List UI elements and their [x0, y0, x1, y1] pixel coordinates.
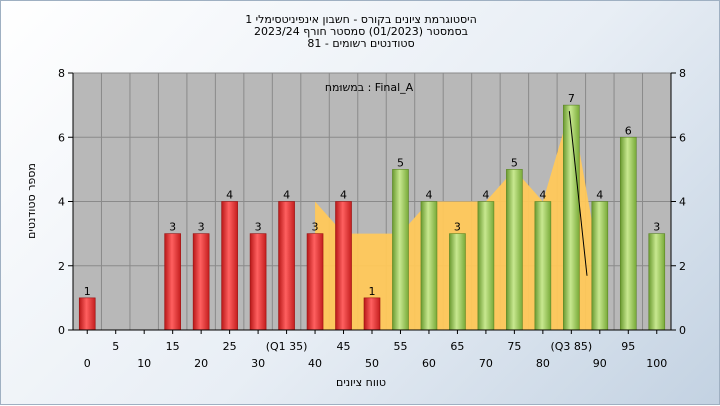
y-tick-label-right: 4 — [679, 196, 686, 209]
bar-75 — [506, 169, 523, 331]
bar-50 — [363, 297, 381, 331]
x-tick-label-30: 30 — [251, 357, 265, 370]
x-tick-label-75: 75 — [507, 340, 521, 353]
x-tick-label-25: 25 — [223, 340, 237, 353]
chart-title: היסטוגרמת ציונים בקורס - חשבון אינפיניטס… — [245, 13, 477, 50]
bar-95 — [619, 136, 637, 331]
x-tick-label-60: 60 — [422, 357, 436, 370]
data-label-15: 3 — [169, 221, 176, 234]
x-tick-label-35: (Q1 35) — [266, 340, 308, 353]
y-axis-title: מספר סטודנטים — [25, 163, 38, 239]
background-area — [315, 105, 600, 330]
x-tick-label-40: 40 — [308, 357, 322, 370]
bar-15 — [164, 233, 181, 331]
range-line-segment — [568, 111, 588, 276]
bar-40 — [306, 233, 324, 331]
data-label-65: 3 — [454, 221, 461, 234]
x-tick-label-85: (Q3 85) — [550, 340, 592, 353]
x-tick-label-70: 70 — [479, 357, 493, 370]
x-tick-label-45: 45 — [337, 340, 351, 353]
data-label-100: 3 — [653, 221, 660, 234]
x-tick-label-5: 5 — [112, 340, 119, 353]
bar-80 — [534, 201, 552, 331]
y-tick-label-right: 2 — [679, 260, 686, 273]
data-label-35: 4 — [283, 189, 290, 202]
y-tick-label-left: 8 — [58, 67, 65, 80]
data-label-55: 5 — [397, 156, 404, 169]
title-line-3: סטודנטים רשומים - 81 — [307, 37, 414, 50]
y-tick-label-right: 0 — [679, 324, 686, 337]
data-label-90: 4 — [596, 189, 603, 202]
x-tick-label-50: 50 — [365, 357, 379, 370]
bar-20 — [192, 233, 210, 331]
x-tick-label-90: 90 — [593, 357, 607, 370]
data-label-25: 4 — [226, 189, 233, 202]
y-tick-label-left: 0 — [58, 324, 65, 337]
y-tick-label-left: 2 — [58, 260, 65, 273]
bar-60 — [420, 201, 438, 331]
x-tick-label-0: 0 — [84, 357, 91, 370]
x-tick-label-10: 10 — [137, 357, 151, 370]
bar-55 — [392, 169, 409, 331]
x-tick-label-55: 55 — [393, 340, 407, 353]
x-tick-label-15: 15 — [166, 340, 180, 353]
bar-65 — [449, 233, 466, 331]
data-label-70: 4 — [482, 189, 489, 202]
background-area-shape — [315, 105, 600, 330]
chart-annotation: במשוּמח : Final_A — [325, 81, 414, 94]
bar-85 — [563, 104, 580, 331]
bars — [78, 104, 666, 331]
bar-100 — [648, 233, 666, 331]
data-label-50: 1 — [369, 285, 376, 298]
x-axis-title: טווח ציונים — [336, 376, 386, 389]
x-tick-label-65: 65 — [450, 340, 464, 353]
data-label-80: 4 — [539, 189, 546, 202]
bar-0 — [78, 297, 96, 331]
y-tick-label-right: 6 — [679, 131, 686, 144]
y-tick-label-left: 6 — [58, 131, 65, 144]
bar-90 — [591, 201, 609, 331]
bar-35 — [278, 201, 295, 331]
bar-25 — [221, 201, 238, 331]
x-tick-label-80: 80 — [536, 357, 550, 370]
bar-45 — [335, 201, 352, 331]
data-label-0: 1 — [84, 285, 91, 298]
x-tick-label-95: 95 — [621, 340, 635, 353]
title-line-2: בסמסטר (01/2023) סמסטר חורף 2023/24 — [254, 25, 468, 38]
data-label-60: 4 — [425, 189, 432, 202]
data-label-40: 3 — [312, 221, 319, 234]
y-tick-label-right: 8 — [679, 67, 686, 80]
y-tick-label-left: 4 — [58, 196, 65, 209]
x-tick-label-20: 20 — [194, 357, 208, 370]
data-label-75: 5 — [511, 156, 518, 169]
title-line-1: היסטוגרמת ציונים בקורס - חשבון אינפיניטס… — [245, 13, 477, 26]
data-labels: 1 3 3 4 3 4 3 4 1 5 4 3 4 5 4 7 4 6 3 — [84, 92, 661, 298]
data-label-20: 3 — [198, 221, 205, 234]
data-label-85: 7 — [568, 92, 575, 105]
bar-70 — [477, 201, 495, 331]
bar-30 — [249, 233, 267, 331]
data-label-30: 3 — [255, 221, 262, 234]
range-line — [568, 111, 588, 276]
x-tick-label-100: 100 — [646, 357, 667, 370]
data-label-95: 6 — [625, 124, 632, 137]
data-label-45: 4 — [340, 189, 347, 202]
